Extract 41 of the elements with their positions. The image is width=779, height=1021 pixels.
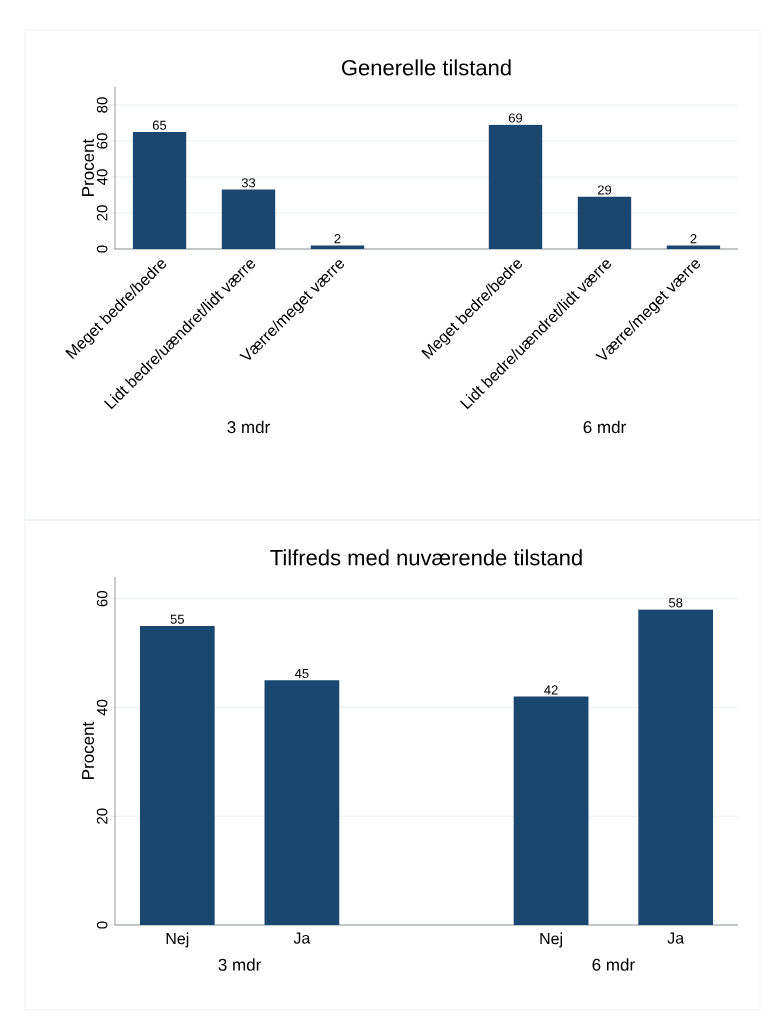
y-tick-label: 20: [96, 808, 108, 824]
data-label: 65: [152, 120, 167, 130]
y-tick-label: 0: [96, 245, 108, 253]
x-tick-label: Nej: [540, 932, 563, 948]
y-axis-title: Procent: [82, 138, 94, 196]
data-label: 55: [170, 614, 184, 624]
text: 6 mdr: [592, 958, 635, 971]
y-tick-label: 40: [96, 699, 108, 716]
x-tick-label: Nej: [166, 932, 189, 948]
bar: [310, 245, 365, 249]
bar: [139, 625, 215, 925]
data-label: 69: [508, 113, 523, 123]
bar: [638, 609, 714, 925]
chart-title: Generelle tilstand: [342, 59, 511, 76]
data-label: 45: [294, 669, 309, 679]
data-label: 2: [690, 234, 697, 244]
data-label: 33: [241, 178, 256, 188]
text: 6 mdr: [583, 420, 626, 434]
bar: [488, 124, 543, 249]
bar: [264, 680, 340, 925]
bar: [577, 196, 632, 249]
text: 3 mdr: [227, 420, 270, 434]
y-tick-label: 60: [96, 133, 108, 149]
y-tick-label: 0: [96, 921, 108, 929]
x-tick-label: Ja: [667, 932, 685, 944]
bar: [132, 132, 187, 249]
chart-title: Tilfreds med nuværende tilstand: [270, 549, 582, 566]
y-axis-title: Procent: [82, 721, 94, 779]
y-tick-label: 80: [96, 97, 108, 113]
bar: [513, 696, 589, 925]
y-tick-label: 60: [96, 591, 108, 607]
x-tick-label: Ja: [293, 932, 311, 944]
y-tick-label: 40: [96, 169, 108, 185]
y-tick-label: 20: [96, 205, 108, 221]
data-label: 58: [668, 598, 683, 608]
bar: [666, 245, 721, 249]
data-label: 42: [544, 685, 558, 695]
data-label: 2: [334, 234, 341, 244]
text: 3 mdr: [218, 958, 262, 971]
bar: [221, 189, 276, 249]
data-label: 29: [597, 185, 612, 195]
